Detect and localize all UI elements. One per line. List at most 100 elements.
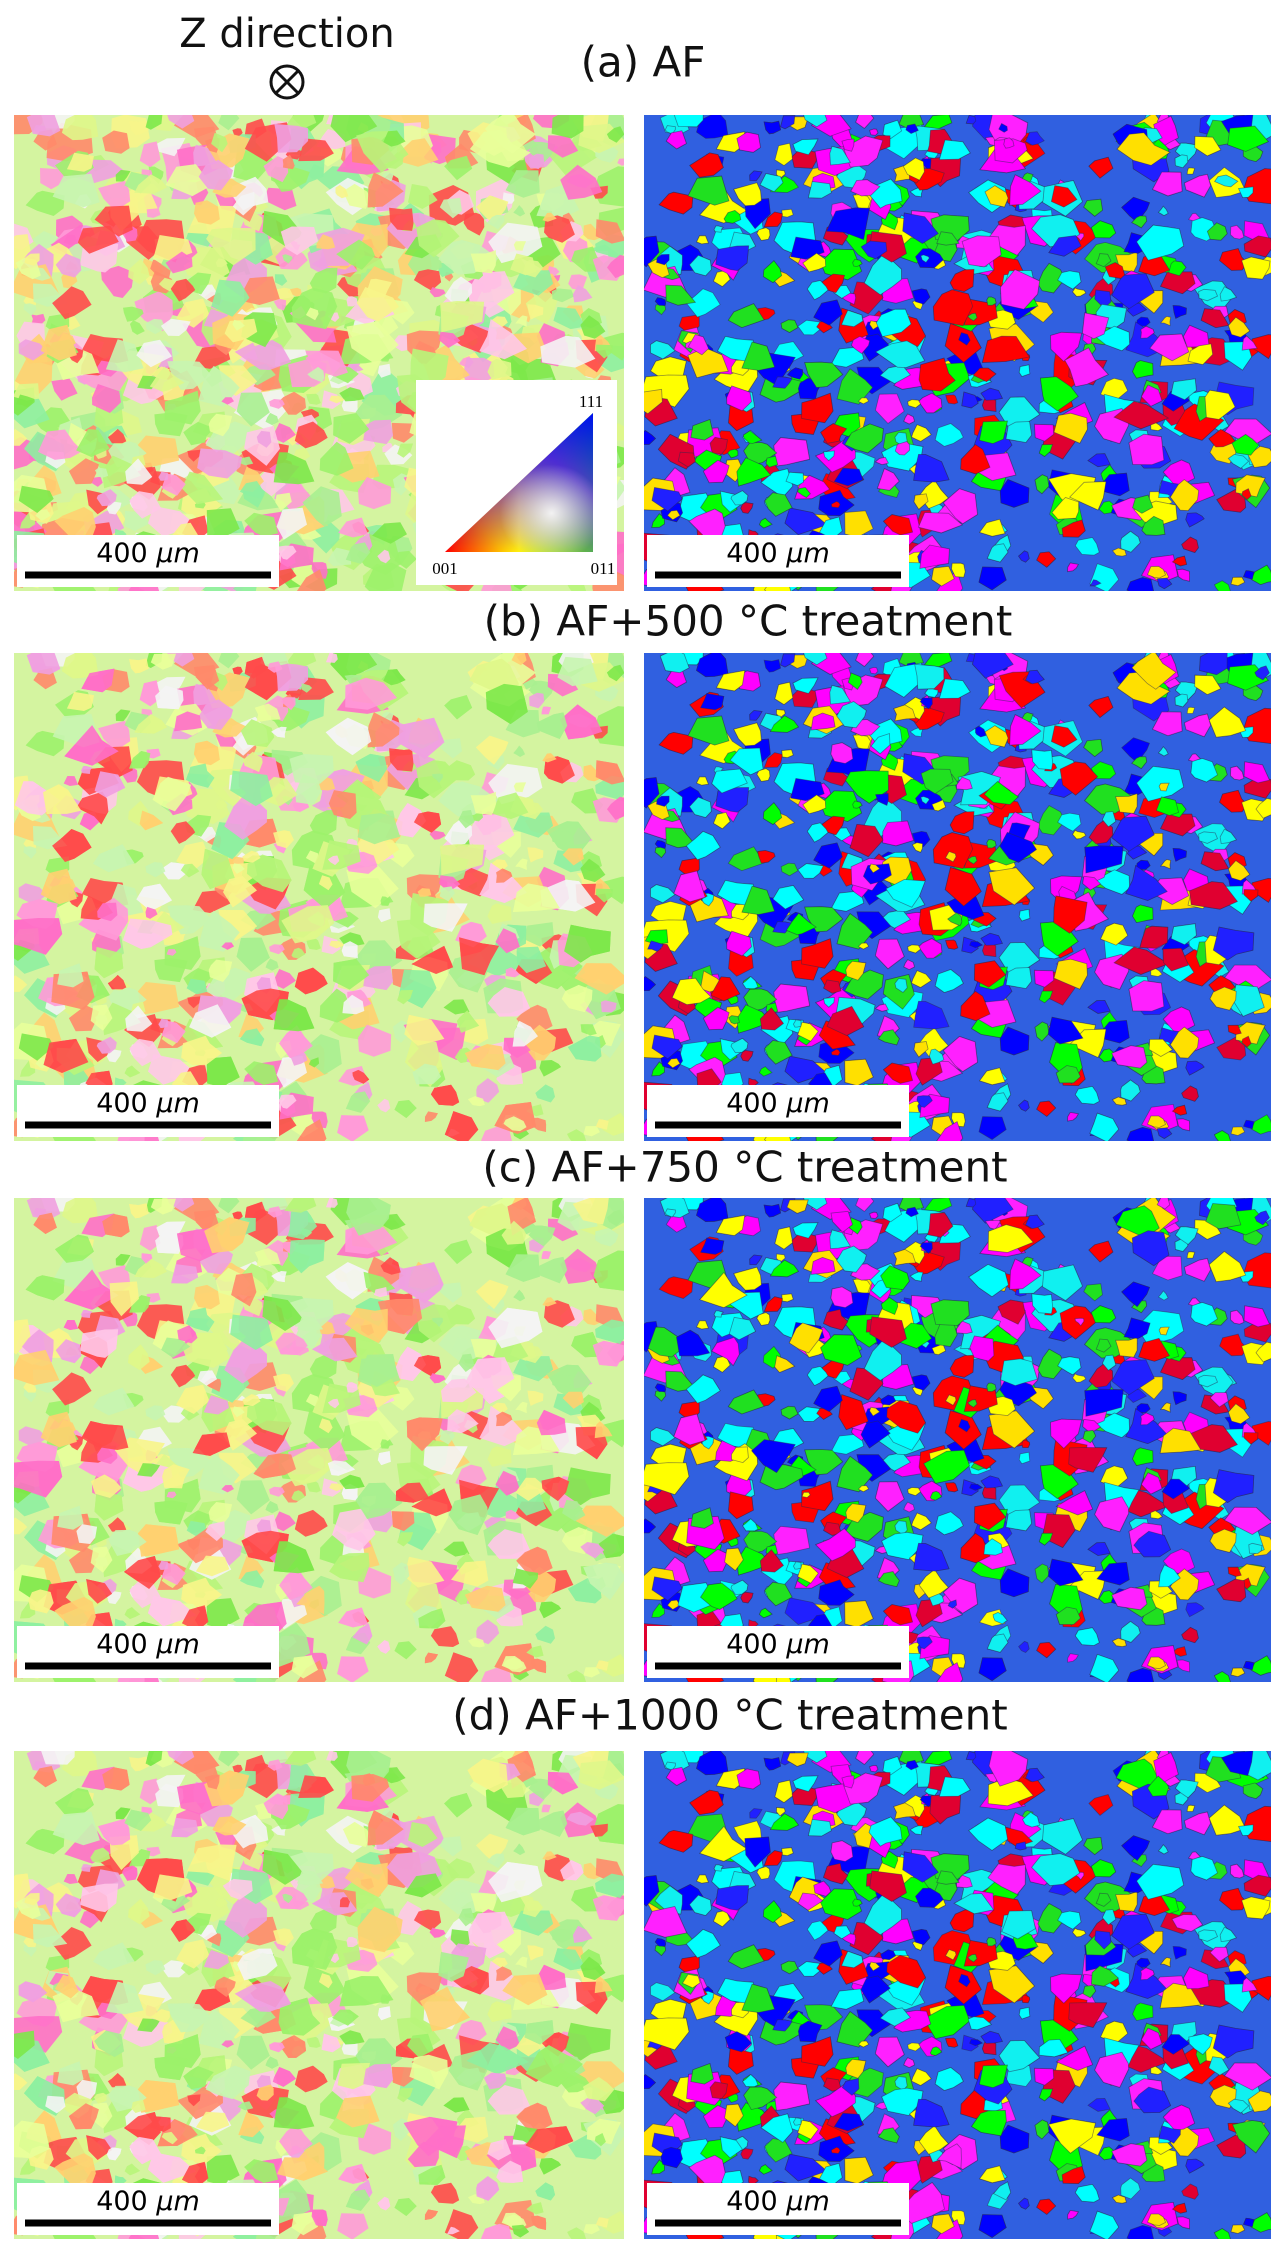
grain: [1053, 412, 1088, 444]
grain: [696, 235, 709, 245]
grain: [1039, 376, 1079, 412]
grain: [764, 492, 793, 517]
grain: [1031, 749, 1054, 771]
grain: [298, 138, 334, 162]
grain: [346, 321, 399, 365]
grain: [580, 315, 606, 339]
grain: [1055, 1065, 1081, 1084]
grain: [329, 1483, 345, 1492]
grain: [1170, 923, 1197, 946]
grain: [476, 1078, 500, 1103]
grain: [272, 423, 296, 443]
grain: [124, 1556, 161, 1589]
grain: [1241, 335, 1258, 351]
grain: [397, 1532, 414, 1547]
grain: [592, 1340, 624, 1367]
grain: [465, 271, 515, 312]
grain: [412, 1063, 441, 1085]
grain: [278, 545, 297, 560]
grain: [542, 753, 557, 763]
grain: [395, 1482, 430, 1503]
grain: [90, 1546, 113, 1573]
grain: [607, 796, 624, 820]
grain: [187, 449, 201, 462]
grain: [836, 368, 874, 405]
grain: [128, 1344, 150, 1370]
grain: [1140, 384, 1163, 407]
grain: [973, 960, 1007, 988]
grain: [913, 453, 950, 483]
grain: [1155, 796, 1180, 816]
grain: [63, 234, 79, 245]
grain: [713, 225, 724, 233]
grain: [479, 1405, 527, 1447]
grain: [567, 1035, 602, 1062]
grain: [1111, 1045, 1148, 1069]
grain: [1131, 653, 1177, 690]
grain: [736, 457, 772, 487]
grain: [1174, 693, 1189, 708]
grain: [1171, 1104, 1188, 1116]
grain: [574, 963, 624, 995]
grain: [833, 467, 864, 487]
grain: [115, 1253, 131, 1266]
grain: [272, 969, 296, 989]
grain: [844, 423, 884, 454]
grain: [464, 1044, 506, 1071]
grain: [476, 1619, 500, 1645]
grain: [318, 875, 333, 891]
grain: [198, 699, 233, 730]
grain: [158, 471, 168, 481]
grain: [170, 821, 196, 844]
grain: [102, 1214, 130, 1238]
grain: [28, 1589, 54, 1614]
grain: [487, 1529, 531, 1559]
grain: [372, 522, 407, 544]
grain: [458, 810, 475, 829]
grain: [515, 1477, 548, 1501]
grain: [463, 212, 485, 236]
grain: [882, 820, 915, 847]
grain: [583, 1667, 600, 1678]
grain: [496, 1062, 524, 1085]
grain: [942, 488, 978, 525]
grain: [562, 1391, 584, 1409]
grain: [298, 677, 334, 700]
grain: [244, 425, 280, 466]
grain: [18, 1033, 54, 1061]
grain: [411, 945, 454, 974]
grain: [847, 672, 863, 690]
grain: [541, 1251, 551, 1259]
grain: [513, 241, 527, 251]
grain: [181, 471, 224, 505]
grain: [1157, 205, 1169, 217]
grain: [194, 200, 220, 225]
grain: [52, 829, 92, 862]
grain: [18, 485, 54, 513]
grain: [759, 173, 784, 193]
grain: [269, 1486, 285, 1497]
grain: [902, 157, 925, 181]
grain: [187, 996, 201, 1009]
grain: [439, 1282, 462, 1303]
grain: [97, 902, 118, 922]
grain: [274, 274, 288, 286]
grain: [338, 517, 368, 538]
grain: [345, 542, 371, 564]
grain: [1158, 782, 1170, 792]
grain: [383, 130, 406, 147]
grain: [134, 1258, 167, 1278]
grain: [102, 455, 142, 489]
grain: [1090, 761, 1117, 780]
grain: [1090, 220, 1117, 239]
grain: [1034, 474, 1050, 495]
grain: [762, 260, 783, 284]
grain: [536, 1256, 568, 1284]
grain: [535, 1084, 555, 1103]
grain: [342, 183, 370, 209]
grain: [63, 776, 79, 786]
grain: [562, 848, 584, 866]
grain: [239, 481, 265, 499]
grain: [527, 304, 544, 320]
grain: [215, 258, 228, 268]
